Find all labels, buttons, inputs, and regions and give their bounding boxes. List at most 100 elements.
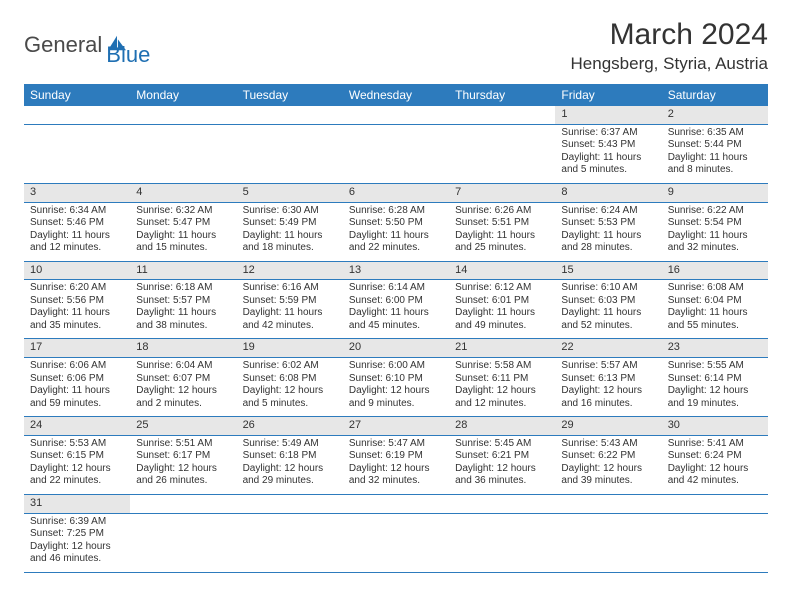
sunset-text: Sunset: 6:08 PM: [243, 373, 337, 386]
day-detail-cell: Sunrise: 5:43 AMSunset: 6:22 PMDaylight:…: [555, 435, 661, 494]
day-detail-cell: Sunrise: 5:55 AMSunset: 6:14 PMDaylight:…: [662, 358, 768, 417]
day-number-cell: 11: [130, 261, 236, 280]
daylight-text: Daylight: 11 hours and 35 minutes.: [30, 307, 124, 332]
day-detail-cell: Sunrise: 5:47 AMSunset: 6:19 PMDaylight:…: [343, 435, 449, 494]
daylight-text: Daylight: 11 hours and 25 minutes.: [455, 230, 549, 255]
day-number-cell: 20: [343, 339, 449, 358]
day-number-cell: 12: [237, 261, 343, 280]
weekday-header: Tuesday: [237, 84, 343, 106]
sunset-text: Sunset: 6:13 PM: [561, 373, 655, 386]
day-number-cell: [130, 494, 236, 513]
day-detail-cell: [237, 513, 343, 572]
day-number-cell: 8: [555, 183, 661, 202]
sunset-text: Sunset: 5:54 PM: [668, 217, 762, 230]
weekday-header: Friday: [555, 84, 661, 106]
calendar-body: 12Sunrise: 6:37 AMSunset: 5:43 PMDayligh…: [24, 106, 768, 572]
day-detail-cell: Sunrise: 5:51 AMSunset: 6:17 PMDaylight:…: [130, 435, 236, 494]
day-number-cell: 4: [130, 183, 236, 202]
daylight-text: Daylight: 12 hours and 26 minutes.: [136, 463, 230, 488]
day-detail-cell: [555, 513, 661, 572]
sunrise-text: Sunrise: 5:41 AM: [668, 438, 762, 451]
sunrise-text: Sunrise: 6:22 AM: [668, 205, 762, 218]
day-number-cell: 16: [662, 261, 768, 280]
daylight-text: Daylight: 12 hours and 29 minutes.: [243, 463, 337, 488]
sunset-text: Sunset: 6:03 PM: [561, 295, 655, 308]
daylight-text: Daylight: 12 hours and 36 minutes.: [455, 463, 549, 488]
brand-part2: Blue: [106, 42, 150, 67]
sunrise-text: Sunrise: 6:39 AM: [30, 516, 124, 529]
day-number-cell: 17: [24, 339, 130, 358]
sunset-text: Sunset: 5:56 PM: [30, 295, 124, 308]
sunset-text: Sunset: 6:07 PM: [136, 373, 230, 386]
sunrise-text: Sunrise: 6:30 AM: [243, 205, 337, 218]
daylight-text: Daylight: 11 hours and 18 minutes.: [243, 230, 337, 255]
sunrise-text: Sunrise: 6:35 AM: [668, 127, 762, 140]
day-number-row: 10111213141516: [24, 261, 768, 280]
sunrise-text: Sunrise: 5:49 AM: [243, 438, 337, 451]
page: General Blue March 2024 Hengsberg, Styri…: [0, 0, 792, 591]
weekday-header-row: Sunday Monday Tuesday Wednesday Thursday…: [24, 84, 768, 106]
sunset-text: Sunset: 5:49 PM: [243, 217, 337, 230]
sunrise-text: Sunrise: 5:45 AM: [455, 438, 549, 451]
sunset-text: Sunset: 6:17 PM: [136, 450, 230, 463]
sunset-text: Sunset: 6:19 PM: [349, 450, 443, 463]
day-detail-cell: Sunrise: 5:45 AMSunset: 6:21 PMDaylight:…: [449, 435, 555, 494]
sunrise-text: Sunrise: 6:37 AM: [561, 127, 655, 140]
day-detail-cell: [130, 513, 236, 572]
sunset-text: Sunset: 6:21 PM: [455, 450, 549, 463]
sunset-text: Sunset: 5:46 PM: [30, 217, 124, 230]
day-detail-cell: [449, 513, 555, 572]
day-detail-cell: Sunrise: 6:04 AMSunset: 6:07 PMDaylight:…: [130, 358, 236, 417]
daylight-text: Daylight: 11 hours and 32 minutes.: [668, 230, 762, 255]
page-title: March 2024: [571, 18, 768, 52]
day-detail-cell: Sunrise: 6:26 AMSunset: 5:51 PMDaylight:…: [449, 202, 555, 261]
day-detail-cell: Sunrise: 6:28 AMSunset: 5:50 PMDaylight:…: [343, 202, 449, 261]
day-number-row: 3456789: [24, 183, 768, 202]
sunrise-text: Sunrise: 6:28 AM: [349, 205, 443, 218]
daylight-text: Daylight: 12 hours and 12 minutes.: [455, 385, 549, 410]
daylight-text: Daylight: 11 hours and 15 minutes.: [136, 230, 230, 255]
day-detail-row: Sunrise: 6:34 AMSunset: 5:46 PMDaylight:…: [24, 202, 768, 261]
sunrise-text: Sunrise: 6:24 AM: [561, 205, 655, 218]
sunrise-text: Sunrise: 6:18 AM: [136, 282, 230, 295]
sunrise-text: Sunrise: 5:53 AM: [30, 438, 124, 451]
daylight-text: Daylight: 11 hours and 5 minutes.: [561, 152, 655, 177]
sunrise-text: Sunrise: 5:58 AM: [455, 360, 549, 373]
sunset-text: Sunset: 6:14 PM: [668, 373, 762, 386]
sunrise-text: Sunrise: 6:06 AM: [30, 360, 124, 373]
day-detail-cell: Sunrise: 5:57 AMSunset: 6:13 PMDaylight:…: [555, 358, 661, 417]
sunrise-text: Sunrise: 6:10 AM: [561, 282, 655, 295]
day-number-row: 31: [24, 494, 768, 513]
day-number-cell: 18: [130, 339, 236, 358]
daylight-text: Daylight: 12 hours and 42 minutes.: [668, 463, 762, 488]
sunrise-text: Sunrise: 5:51 AM: [136, 438, 230, 451]
sunrise-text: Sunrise: 5:47 AM: [349, 438, 443, 451]
day-detail-cell: [449, 124, 555, 183]
day-number-row: 17181920212223: [24, 339, 768, 358]
daylight-text: Daylight: 11 hours and 49 minutes.: [455, 307, 549, 332]
day-detail-cell: Sunrise: 6:20 AMSunset: 5:56 PMDaylight:…: [24, 280, 130, 339]
day-detail-cell: Sunrise: 5:41 AMSunset: 6:24 PMDaylight:…: [662, 435, 768, 494]
day-detail-cell: Sunrise: 6:39 AMSunset: 7:25 PMDaylight:…: [24, 513, 130, 572]
sunrise-text: Sunrise: 6:12 AM: [455, 282, 549, 295]
sunrise-text: Sunrise: 6:32 AM: [136, 205, 230, 218]
daylight-text: Daylight: 11 hours and 38 minutes.: [136, 307, 230, 332]
day-detail-cell: Sunrise: 6:14 AMSunset: 6:00 PMDaylight:…: [343, 280, 449, 339]
location-label: Hengsberg, Styria, Austria: [571, 54, 768, 74]
daylight-text: Daylight: 12 hours and 16 minutes.: [561, 385, 655, 410]
sunset-text: Sunset: 6:15 PM: [30, 450, 124, 463]
day-number-row: 24252627282930: [24, 417, 768, 436]
day-number-cell: 26: [237, 417, 343, 436]
day-number-cell: 6: [343, 183, 449, 202]
sunset-text: Sunset: 7:25 PM: [30, 528, 124, 541]
sunrise-text: Sunrise: 6:00 AM: [349, 360, 443, 373]
daylight-text: Daylight: 12 hours and 9 minutes.: [349, 385, 443, 410]
sunset-text: Sunset: 6:24 PM: [668, 450, 762, 463]
day-number-cell: 23: [662, 339, 768, 358]
sunset-text: Sunset: 5:47 PM: [136, 217, 230, 230]
day-number-cell: 13: [343, 261, 449, 280]
daylight-text: Daylight: 12 hours and 22 minutes.: [30, 463, 124, 488]
day-number-cell: 29: [555, 417, 661, 436]
day-number-cell: [343, 106, 449, 124]
sunset-text: Sunset: 6:11 PM: [455, 373, 549, 386]
